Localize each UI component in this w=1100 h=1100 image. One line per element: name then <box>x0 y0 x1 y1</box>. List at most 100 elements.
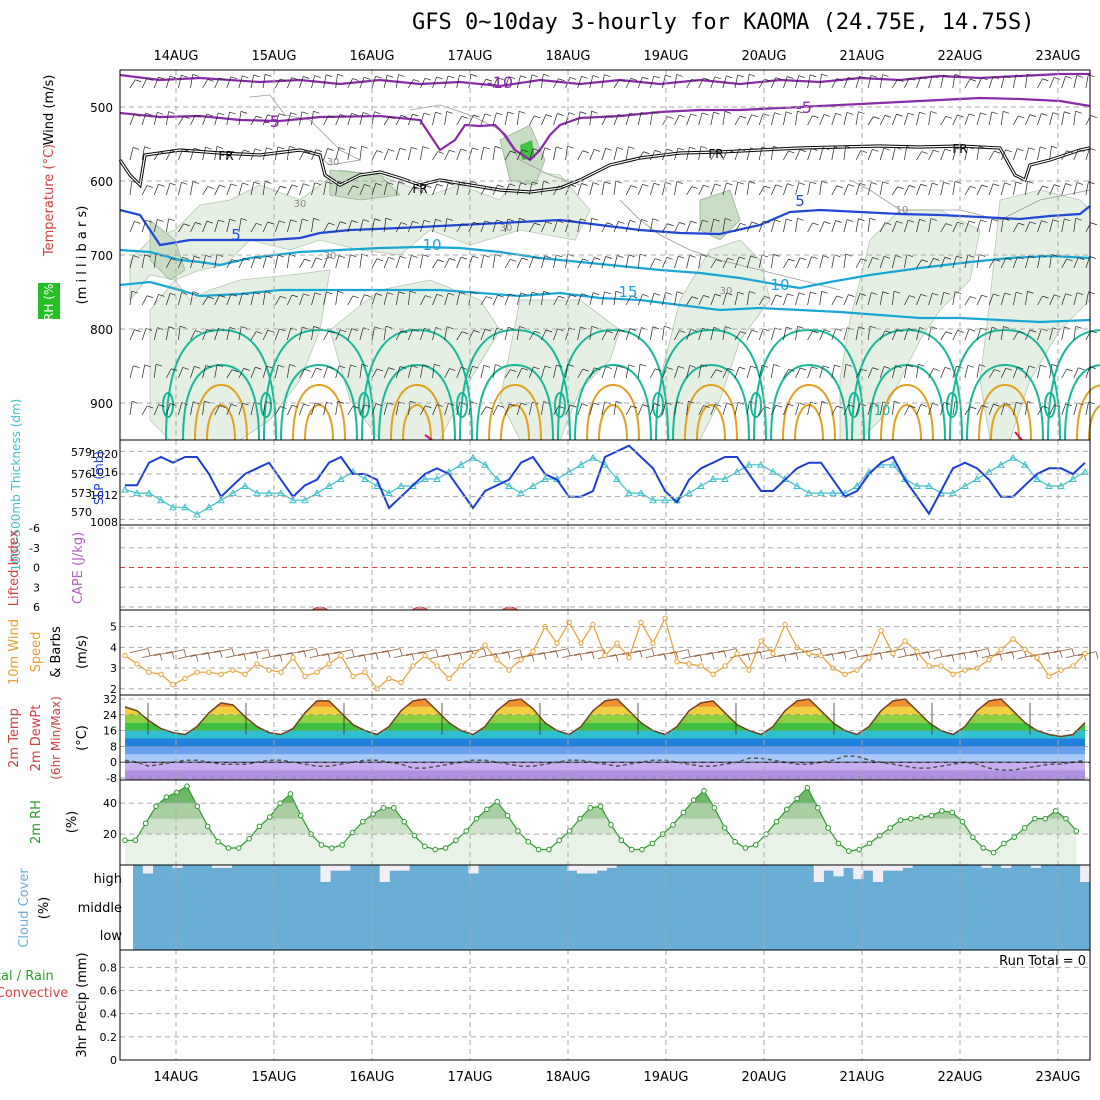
wind-barb-flag <box>1075 110 1082 114</box>
wind-speed-marker <box>746 667 752 673</box>
wind-barb <box>1073 402 1078 416</box>
wind-barb <box>190 115 196 126</box>
wind-barb <box>190 181 194 196</box>
wind-barb <box>178 292 182 306</box>
isotherm-diurnal <box>1076 384 1100 441</box>
wind-barb-flag <box>313 326 320 329</box>
lifted-index-tick-label: -3 <box>29 542 40 555</box>
pressure-tick-label: 600 <box>90 175 113 189</box>
wind-barb-flag <box>606 330 613 334</box>
wind-barb-10m <box>321 651 341 657</box>
wind-barb <box>891 329 897 341</box>
wind-barb <box>299 369 305 379</box>
wind-barb <box>988 293 994 306</box>
wind-barb <box>940 292 945 306</box>
wind-barb <box>262 401 266 416</box>
wind-barb-flag <box>570 404 577 408</box>
wind-barb-flag <box>655 368 662 372</box>
wind-barb <box>274 113 280 126</box>
lifted-index-tick-label: 0 <box>33 562 40 575</box>
wind-barb-flag <box>168 111 175 114</box>
wind-barb <box>335 365 340 379</box>
wind-barb-10m-flag <box>699 654 703 662</box>
wind-barb <box>698 254 702 269</box>
wind-barb-flag <box>896 220 903 224</box>
wind-barb <box>807 366 812 379</box>
wind-barb <box>541 401 544 416</box>
wind-barb <box>879 366 885 379</box>
wind-barb <box>843 254 847 269</box>
wind-speed-marker <box>662 615 668 621</box>
wind-barb-flag <box>169 293 177 296</box>
wind-barb-10m <box>933 654 953 660</box>
wind-tick-label: 2 <box>110 683 117 696</box>
wind-barb <box>916 294 922 306</box>
wind-barb-flag <box>1090 222 1097 226</box>
wind-barb-flag <box>845 363 852 367</box>
isotherm-closed <box>456 392 468 418</box>
rh2m-marker <box>752 842 759 848</box>
wind-barb-flag <box>1005 257 1012 261</box>
wind-barb-flag <box>615 290 622 294</box>
wind-barb-flag <box>328 115 335 119</box>
wind-barb <box>1012 291 1017 306</box>
wind-barb-flag <box>821 180 828 184</box>
wind-barb-flag <box>1005 367 1012 371</box>
wind-barb <box>335 181 338 196</box>
wind-barb-flag <box>133 365 140 368</box>
thickness-marker <box>817 489 825 497</box>
wind-barb <box>311 367 317 379</box>
wind-barb-flag <box>400 115 408 118</box>
wind-barb <box>202 221 208 233</box>
wind-barb <box>165 218 170 233</box>
wind-barb-flag <box>352 78 359 81</box>
wind-barb <box>311 182 316 196</box>
wind-barb-flag <box>676 74 683 77</box>
pressure-tick-label: 500 <box>90 101 113 115</box>
wind-barb <box>783 326 787 341</box>
wind-barb-flag <box>872 148 879 152</box>
temp-band <box>125 730 1085 739</box>
thickness-marker <box>217 496 225 504</box>
wind-barb <box>988 259 995 269</box>
wind-barb-flag <box>134 221 141 224</box>
wind-barb-flag <box>944 256 952 260</box>
wind-barb <box>226 404 232 416</box>
wind-barb <box>480 113 486 126</box>
wind-barb <box>286 294 293 306</box>
wind-barb <box>335 147 340 161</box>
rh2m-marker <box>773 818 780 825</box>
wind-barb <box>613 181 617 196</box>
wind-barb <box>867 292 872 306</box>
wind-barb <box>807 181 811 196</box>
wind-barb-flag <box>872 367 879 370</box>
wind-barb-flag <box>700 146 707 149</box>
wind-barb <box>528 256 534 269</box>
wind-barb <box>238 403 243 416</box>
wind-barb-10m-flag <box>483 648 487 656</box>
wind-barb <box>516 218 520 233</box>
isotherm-closed <box>946 392 958 418</box>
wind-barb <box>444 403 449 416</box>
wind-barb-10m-flag <box>939 649 943 657</box>
thickness-marker <box>133 489 141 497</box>
thickness-marker <box>313 489 321 497</box>
wind-speed-marker <box>1046 673 1052 680</box>
wind-barb-flag <box>351 113 358 116</box>
wind-speed-marker <box>194 669 200 675</box>
wind-barb <box>420 328 425 341</box>
wind-barb-flag <box>131 400 139 404</box>
wind-barb <box>202 147 206 161</box>
wind-barb <box>758 328 764 341</box>
wind-barb <box>286 112 291 126</box>
wind-barb-flag <box>376 368 384 372</box>
thickness-marker <box>625 489 633 497</box>
wind-barb-flag <box>303 403 310 407</box>
wind-barb <box>1061 326 1065 341</box>
wind-barb-flag <box>1005 149 1012 153</box>
wind-barb <box>807 256 812 269</box>
wind-barb <box>274 220 280 233</box>
wind-barb <box>637 254 641 269</box>
wind-speed-marker <box>878 628 884 634</box>
